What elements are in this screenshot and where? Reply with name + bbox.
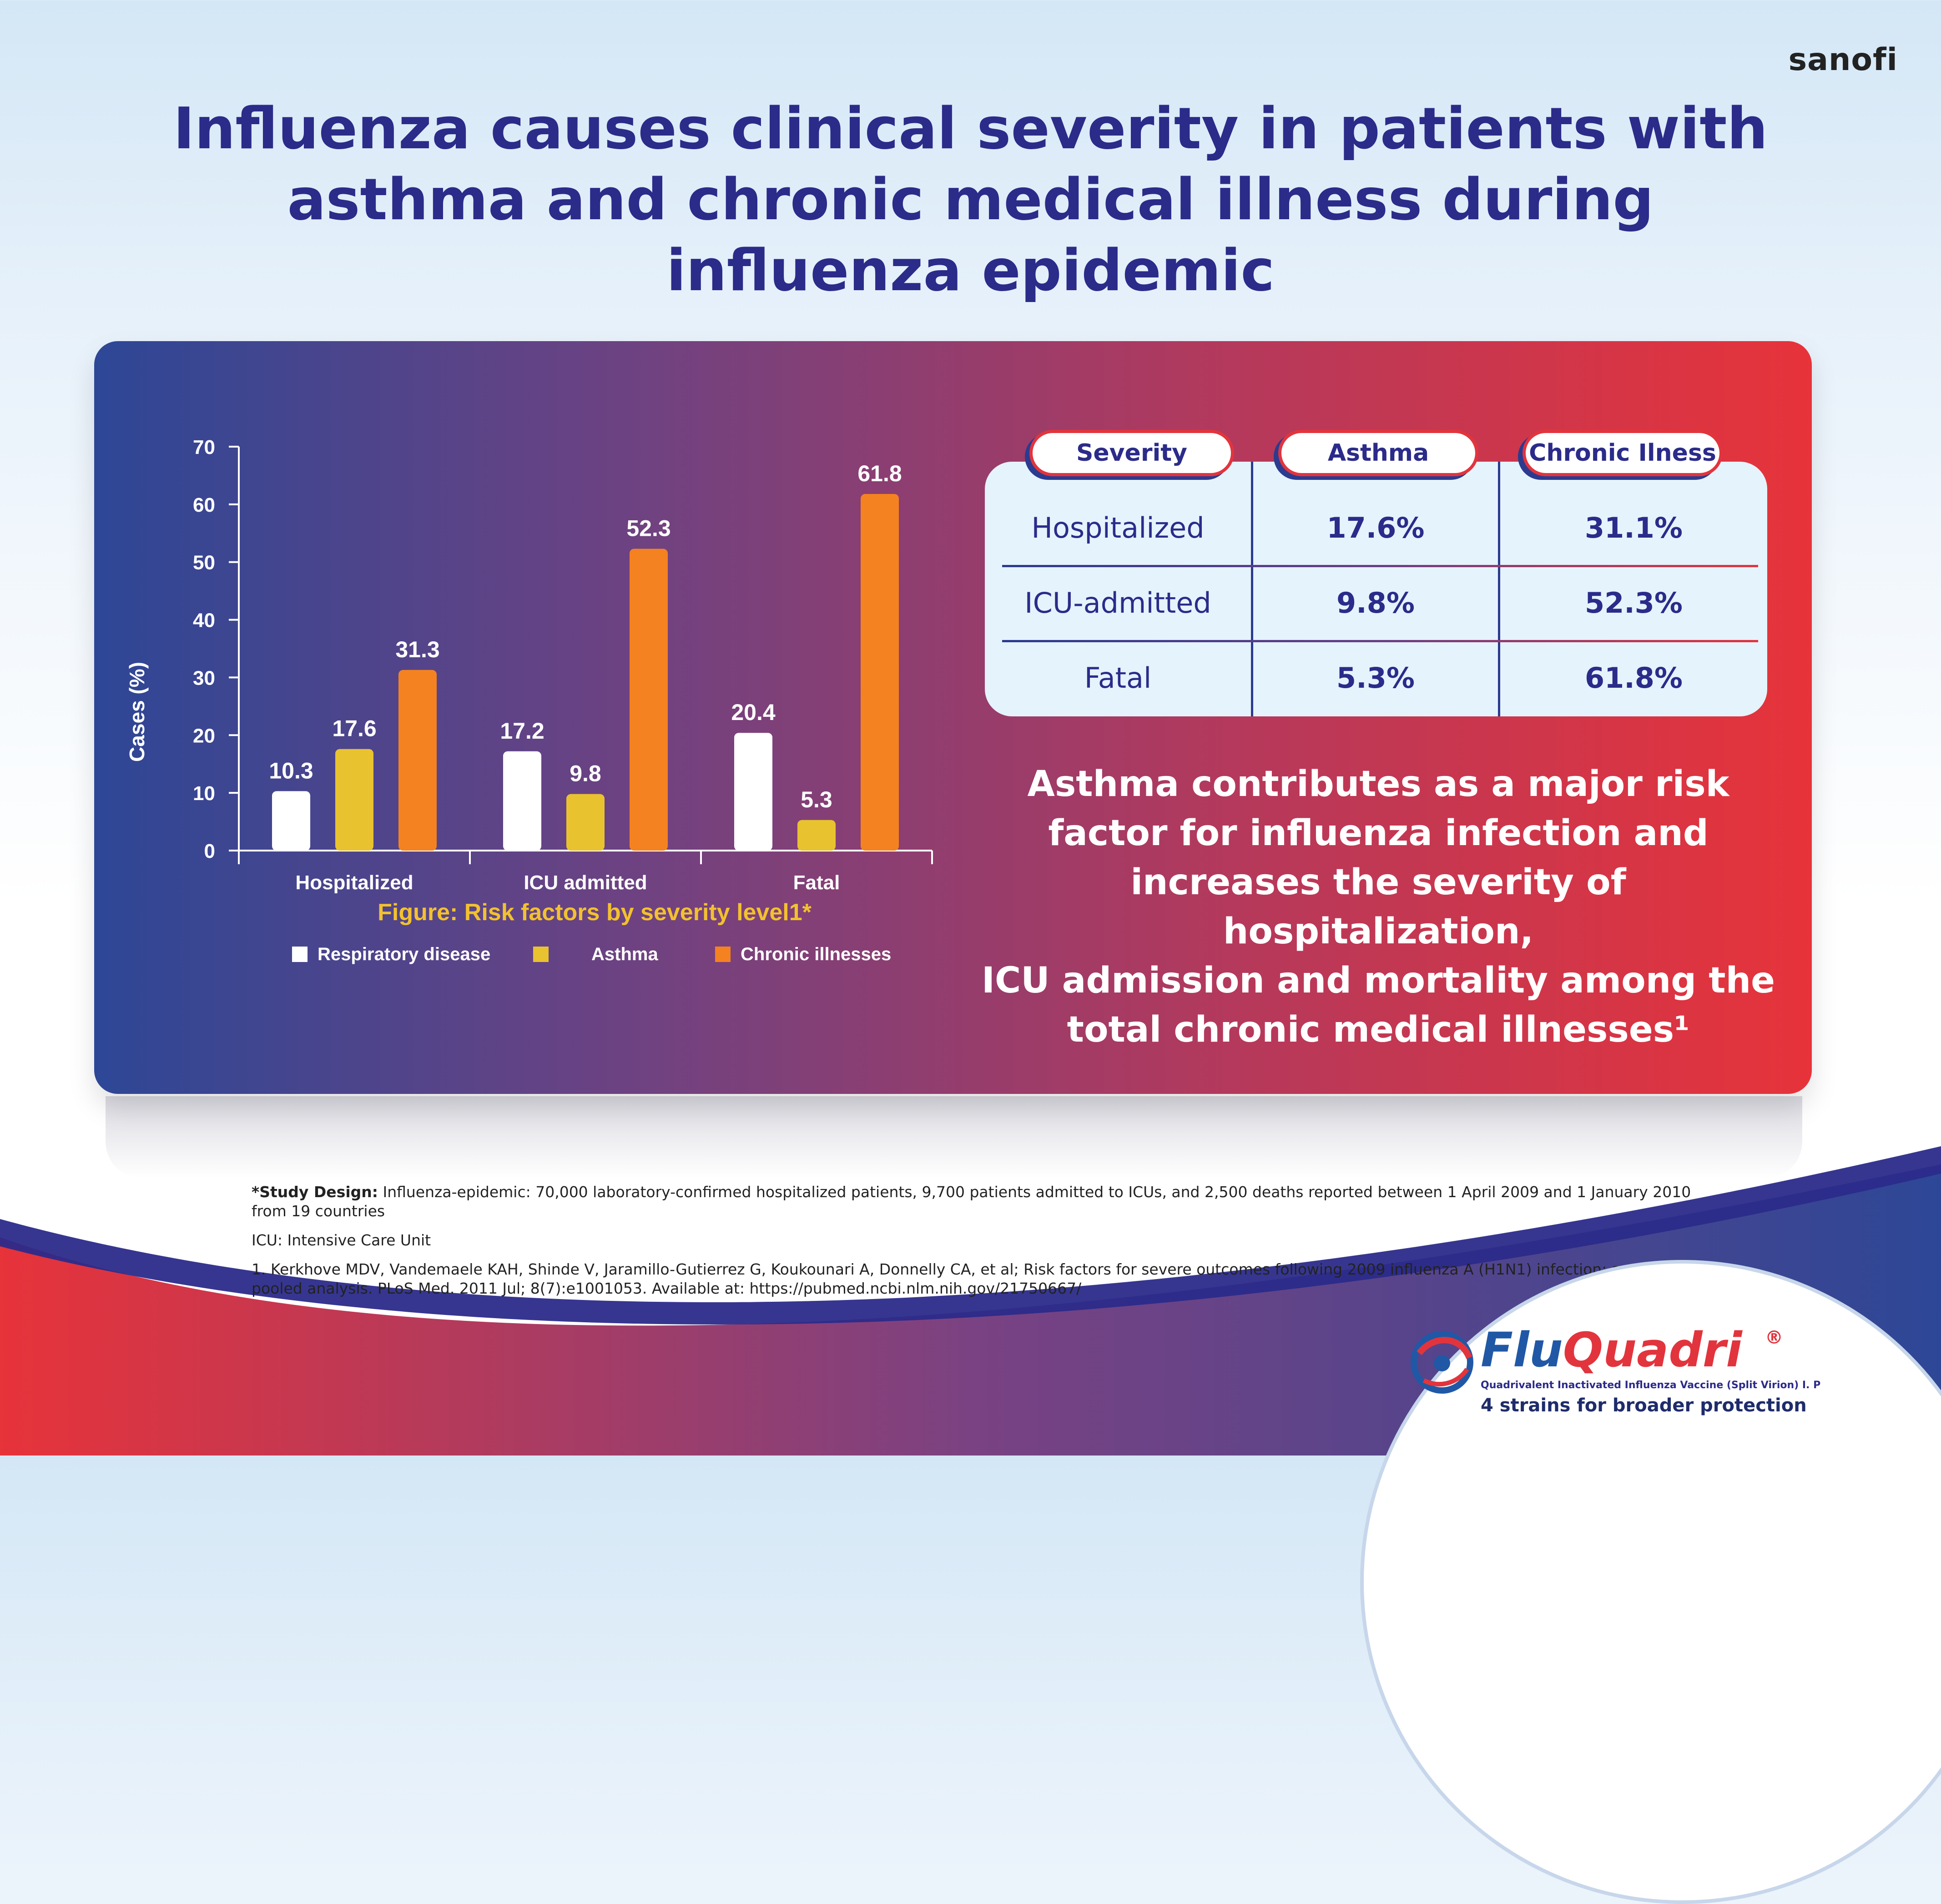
bar-respiratory-disease bbox=[503, 751, 541, 851]
header-asthma: Asthma bbox=[1278, 430, 1478, 476]
y-axis-label: Cases (%) bbox=[125, 662, 149, 762]
statement-line: factor for influenza infection and bbox=[1048, 813, 1709, 854]
product-subtitle: Quadrivalent Inactivated Influenza Vacci… bbox=[1481, 1380, 1821, 1391]
statement-line: increases the severity of hospitalizatio… bbox=[1130, 862, 1626, 952]
product-name-part: Quadri bbox=[1563, 1322, 1742, 1378]
page-title: Influenza causes clinical severity in pa… bbox=[0, 93, 1941, 306]
footnotes: *Study Design: Influenza-epidemic: 70,00… bbox=[252, 1183, 1725, 1308]
fluquadri-logo: FluQuadri Quadrivalent Inactivated Influ… bbox=[1406, 1322, 1860, 1417]
bar-respiratory-disease bbox=[734, 733, 772, 851]
table-cell-asthma: 9.8% bbox=[1336, 586, 1415, 620]
table-cell-chronic: 52.3% bbox=[1584, 586, 1683, 620]
y-tick-label: 30 bbox=[193, 667, 215, 689]
panel-reflection bbox=[106, 1096, 1802, 1178]
data-label: 52.3 bbox=[626, 516, 671, 541]
table-cell-asthma: 5.3% bbox=[1336, 661, 1415, 695]
chart-bars bbox=[272, 494, 899, 851]
y-tick-label: 40 bbox=[193, 609, 215, 632]
bar-respiratory-disease bbox=[272, 791, 310, 851]
legend-swatch bbox=[292, 947, 308, 962]
column-divider bbox=[1251, 462, 1253, 716]
product-name-part: Flu bbox=[1481, 1322, 1563, 1378]
table-cell-chronic: 31.1% bbox=[1584, 511, 1683, 544]
key-statement: Asthma contributes as a major risk facto… bbox=[978, 760, 1779, 1054]
y-tick-label: 20 bbox=[193, 725, 215, 747]
title-line: influenza epidemic bbox=[666, 237, 1275, 304]
study-design-label: *Study Design: bbox=[252, 1183, 378, 1201]
table-cell-severity: Fatal bbox=[1084, 661, 1152, 695]
column-divider bbox=[1498, 462, 1500, 716]
icu-note: ICU: Intensive Care Unit bbox=[252, 1231, 431, 1249]
statement-line: total chronic medical illnesses¹ bbox=[1067, 1009, 1690, 1050]
legend-swatch bbox=[533, 947, 549, 962]
y-tick-label: 50 bbox=[193, 552, 215, 574]
bar-chart: 0 10 20 30 40 50 60 70 10.3 17.6 31.3 Hospitalized… bbox=[125, 436, 933, 964]
bar-chronic-illnesses bbox=[398, 670, 437, 851]
bar-chronic-illnesses bbox=[630, 549, 668, 851]
product-name: FluQuadri bbox=[1481, 1322, 1742, 1378]
bar-asthma bbox=[335, 749, 373, 851]
statement-line: ICU admission and mortality among the bbox=[982, 960, 1775, 1001]
sanofi-logo: sanofi bbox=[1788, 42, 1898, 78]
row-divider bbox=[1002, 565, 1758, 567]
table-cell-severity: ICU-admitted bbox=[1024, 586, 1211, 620]
data-label: 5.3 bbox=[801, 787, 832, 812]
header-chronic-illness: Chronic Ilness bbox=[1523, 430, 1723, 476]
figure-title: Figure: Risk factors by severity level1* bbox=[378, 899, 812, 926]
legend-label: Respiratory disease bbox=[318, 944, 490, 964]
data-label: 9.8 bbox=[570, 761, 601, 786]
row-divider bbox=[1002, 640, 1758, 642]
y-tick-label: 70 bbox=[193, 436, 215, 458]
data-label: 17.2 bbox=[500, 718, 544, 744]
data-label: 17.6 bbox=[332, 716, 376, 741]
title-line: Influenza causes clinical severity in pa… bbox=[173, 95, 1768, 162]
table-cell-asthma: 17.6% bbox=[1326, 511, 1425, 544]
table-body bbox=[985, 462, 1767, 716]
chart-legend: Respiratory disease Asthma Chronic illness… bbox=[292, 944, 891, 964]
severity-table: Severity Asthma Chronic Ilness Hospitali… bbox=[985, 430, 1767, 716]
y-tick-label: 60 bbox=[193, 494, 215, 516]
legend-swatch bbox=[715, 947, 731, 962]
legend-label: Chronic illnesses bbox=[741, 944, 891, 964]
globe-icon bbox=[1411, 1331, 1473, 1394]
reference-note: 1. Kerkhove MDV, Vandemaele KAH, Shinde … bbox=[252, 1260, 1672, 1297]
bar-asthma bbox=[797, 820, 836, 851]
title-line: asthma and chronic medical illness durin… bbox=[287, 166, 1654, 233]
legend-label: Asthma bbox=[591, 944, 658, 964]
bar-chronic-illnesses bbox=[861, 494, 899, 851]
y-tick-label: 10 bbox=[193, 782, 215, 805]
x-tick-label: Hospitalized bbox=[295, 871, 413, 894]
data-label: 20.4 bbox=[731, 700, 776, 725]
statement-line: Asthma contributes as a major risk bbox=[1027, 764, 1729, 805]
table-cell-severity: Hospitalized bbox=[1031, 511, 1205, 544]
header-severity: Severity bbox=[1029, 430, 1234, 476]
product-tagline: 4 strains for broader protection bbox=[1481, 1395, 1807, 1416]
data-label: 10.3 bbox=[269, 758, 313, 783]
x-tick-label: ICU admitted bbox=[524, 871, 647, 894]
data-label: 61.8 bbox=[857, 461, 902, 486]
study-design-text: Influenza-epidemic: 70,000 laboratory-co… bbox=[252, 1183, 1691, 1220]
y-tick-label: 0 bbox=[204, 840, 215, 862]
chart-labels: 10.3 17.6 31.3 Hospitalized 17.2 9.8 52.3 ICU a… bbox=[269, 461, 902, 894]
data-label: 31.3 bbox=[395, 637, 439, 662]
x-tick-label: Fatal bbox=[793, 871, 840, 894]
study-design-note: *Study Design: Influenza-epidemic: 70,00… bbox=[252, 1183, 1725, 1221]
registered-mark: ® bbox=[1765, 1327, 1783, 1348]
chart-axes: 0 10 20 30 40 50 60 70 bbox=[193, 436, 933, 864]
table-cell-chronic: 61.8% bbox=[1584, 661, 1683, 695]
bar-asthma bbox=[566, 794, 605, 851]
